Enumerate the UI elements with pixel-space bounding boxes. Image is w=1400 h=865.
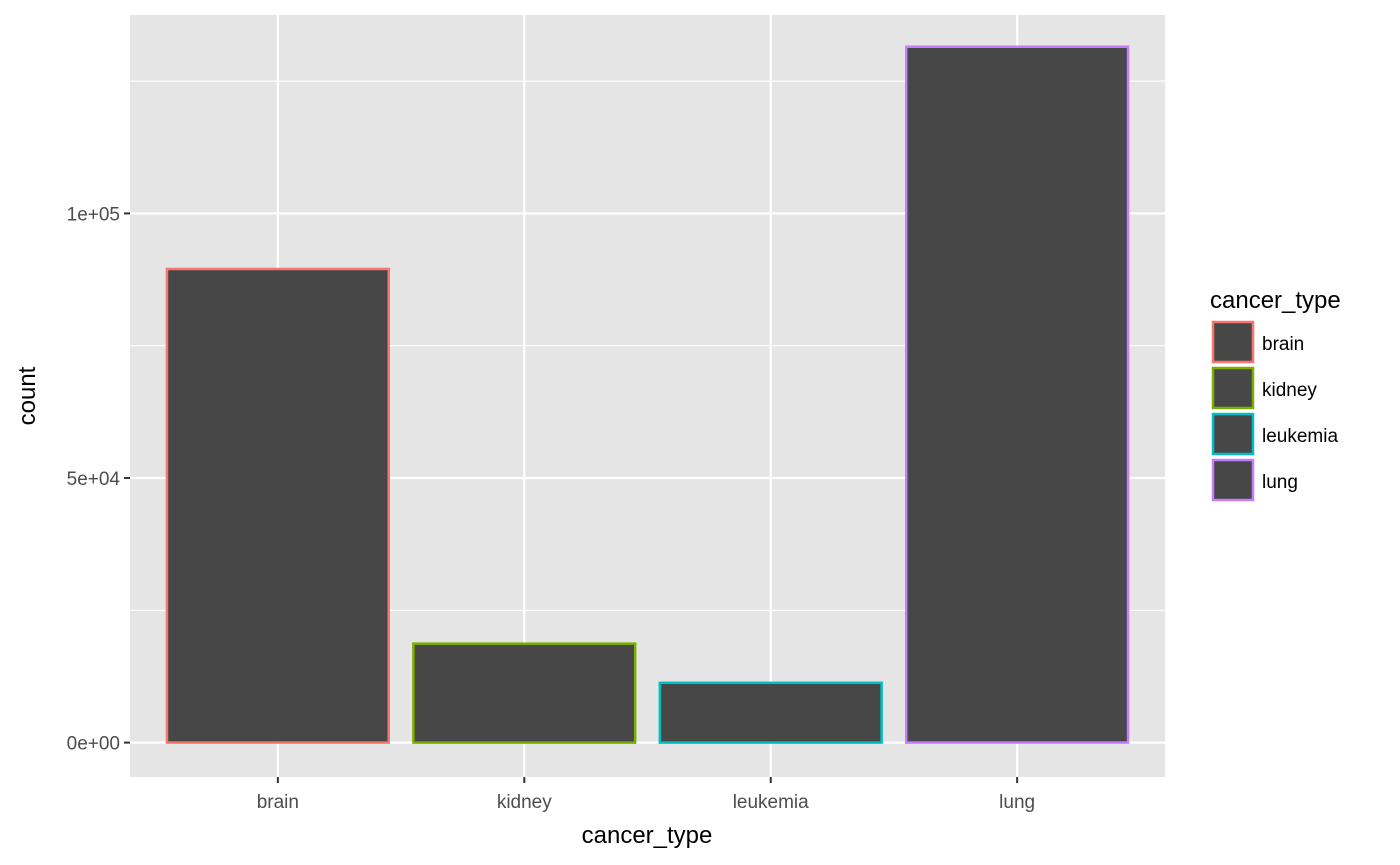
y-tick-label: 0e+00 xyxy=(67,734,120,755)
y-axis: 0e+00 5e+04 1e+05 xyxy=(67,204,130,755)
legend-key-brain xyxy=(1211,320,1255,364)
x-axis: brain kidney leukemia lung xyxy=(257,777,1035,813)
legend: cancer_type brain kidney leukemia lung xyxy=(1210,287,1341,502)
legend-label-leukemia: leukemia xyxy=(1262,426,1338,447)
bar-lung xyxy=(905,45,1130,744)
legend-label-kidney: kidney xyxy=(1262,380,1317,401)
y-tick-label: 1e+05 xyxy=(67,204,120,225)
bars xyxy=(165,45,1130,744)
legend-label-lung: lung xyxy=(1262,472,1298,493)
legend-label-brain: brain xyxy=(1262,334,1304,355)
x-axis-title: cancer_type xyxy=(582,822,713,849)
legend-key-kidney xyxy=(1211,366,1255,410)
legend-title: cancer_type xyxy=(1210,287,1341,314)
bar-leukemia xyxy=(658,681,883,744)
x-tick-label: brain xyxy=(257,792,299,813)
legend-key-leukemia xyxy=(1211,412,1255,456)
legend-key-lung xyxy=(1211,458,1255,502)
x-tick-label: kidney xyxy=(497,792,552,813)
bar-kidney xyxy=(412,642,637,744)
x-tick-label: lung xyxy=(999,792,1035,813)
x-tick-label: leukemia xyxy=(733,792,809,813)
bar-brain xyxy=(165,267,390,744)
y-tick-label: 5e+04 xyxy=(67,469,121,490)
y-axis-title: count xyxy=(14,366,41,425)
